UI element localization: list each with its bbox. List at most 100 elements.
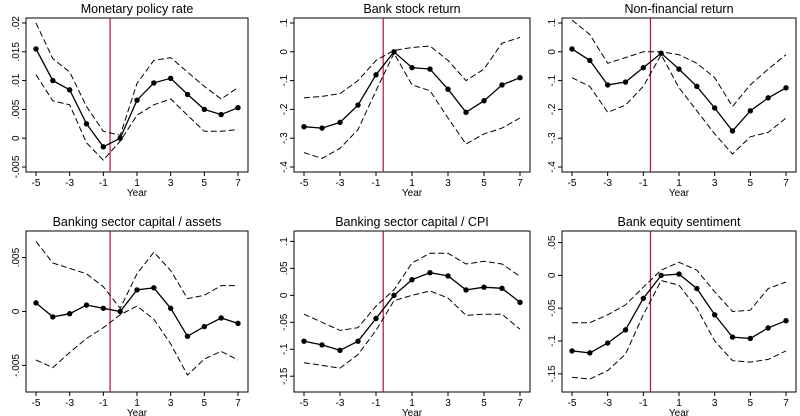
y-tick-label: -.3 [547,132,558,144]
x-tick-label: 5 [202,398,208,409]
x-tick-label: 3 [712,178,718,189]
x-tick-label: -5 [300,178,309,189]
x-tick-label: -5 [32,178,41,189]
lower-bound-line [571,280,787,380]
estimate-point [50,314,56,320]
plot-frame [25,17,249,173]
estimate-point [66,310,73,317]
lower-bound-line [35,305,239,376]
estimate-point [729,334,736,340]
x-tick-label: -1 [372,178,381,189]
x-tick-label: -3 [603,398,612,409]
x-tick-label: 7 [235,398,241,409]
y-tick-label: -.05 [547,299,558,317]
y-tick-label: -.4 [279,161,290,173]
x-axis-label: Year [402,408,423,416]
estimate-point [301,123,307,130]
plot-frame [561,17,797,173]
estimate-point [427,269,433,276]
x-tick-label: -5 [300,398,309,409]
plot-frame [293,230,531,393]
estimate-point [481,98,487,104]
plot-frame [561,230,797,393]
y-tick-label: -.15 [279,367,290,385]
estimate-point [409,276,415,283]
x-axis-label: Year [669,408,690,416]
y-tick-label: 0 [11,135,22,141]
estimate-point [463,287,469,293]
x-tick-label: 3 [712,398,718,409]
estimate-point [134,97,140,103]
estimate-point [676,271,682,277]
estimate-point [391,49,397,55]
y-tick-label: .05 [547,235,558,249]
upper-bound-line [571,19,787,108]
y-tick-label: .1 [279,18,290,27]
estimate-point [100,144,107,150]
panel-title: Monetary policy rate [81,2,194,16]
estimate-point [445,273,451,279]
y-tick-label: -.15 [547,365,558,383]
chart-panel: Monetary policy rate -.005 0 .005 .01 .015 .02… [11,2,249,199]
estimate-point [463,109,469,115]
y-tick-label: -.2 [547,103,558,115]
x-tick-label: -5 [568,398,577,409]
estimate-point [499,82,505,88]
x-tick-label: 1 [409,178,415,189]
estimate-point [711,312,718,318]
estimate-point [218,315,224,321]
panel-title: Banking sector capital / assets [53,215,222,229]
estimate-point [134,287,140,293]
estimate-point [640,295,647,302]
y-tick-label: .05 [279,261,290,275]
estimate-point [391,292,397,299]
estimate-point [235,320,241,327]
chart-panel: Banking sector capital / assets -.005 0 .00… [11,215,249,416]
x-tick-label: -5 [32,398,41,409]
plot-frame [293,17,531,173]
y-tick-label: .005 [11,99,22,119]
y-tick-label: -.1 [547,335,558,347]
y-tick-label: -.1 [547,74,558,86]
estimate-line [35,287,239,338]
upper-bound-line [303,252,521,331]
estimate-point [184,91,191,98]
estimate-point [100,305,107,311]
y-tick-label: .1 [547,18,558,27]
estimate-point [201,106,208,113]
estimate-point [117,135,123,141]
estimate-point [747,335,754,342]
upper-bound-line [572,261,787,324]
estimate-point [201,323,208,330]
estimate-point [711,105,718,111]
estimate-point [658,272,664,279]
estimate-point [151,285,157,291]
estimate-point [481,284,487,290]
x-tick-label: -3 [65,398,74,409]
estimate-point [235,104,241,111]
estimate-point [301,338,307,344]
estimate-point [373,72,379,78]
x-tick-label: 5 [481,398,487,409]
x-tick-label: 3 [445,398,451,409]
x-tick-label: -1 [99,178,108,189]
estimate-point [33,300,39,306]
estimate-point [50,77,56,84]
estimate-point [184,333,191,340]
y-tick-label: -.4 [547,161,558,173]
lower-bound-line [35,74,239,161]
y-tick-label: 0 [279,49,290,55]
x-tick-label: 1 [134,398,140,409]
y-tick-label: -.2 [279,103,290,115]
x-tick-label: 7 [783,398,789,409]
estimate-point [373,315,379,322]
x-tick-label: 3 [445,178,451,189]
estimate-point [569,348,575,354]
estimate-point [66,87,73,93]
estimate-point [604,340,611,346]
y-tick-label: .015 [11,42,22,62]
estimate-point [765,325,771,331]
estimate-point [319,125,325,131]
estimate-point [151,80,157,86]
